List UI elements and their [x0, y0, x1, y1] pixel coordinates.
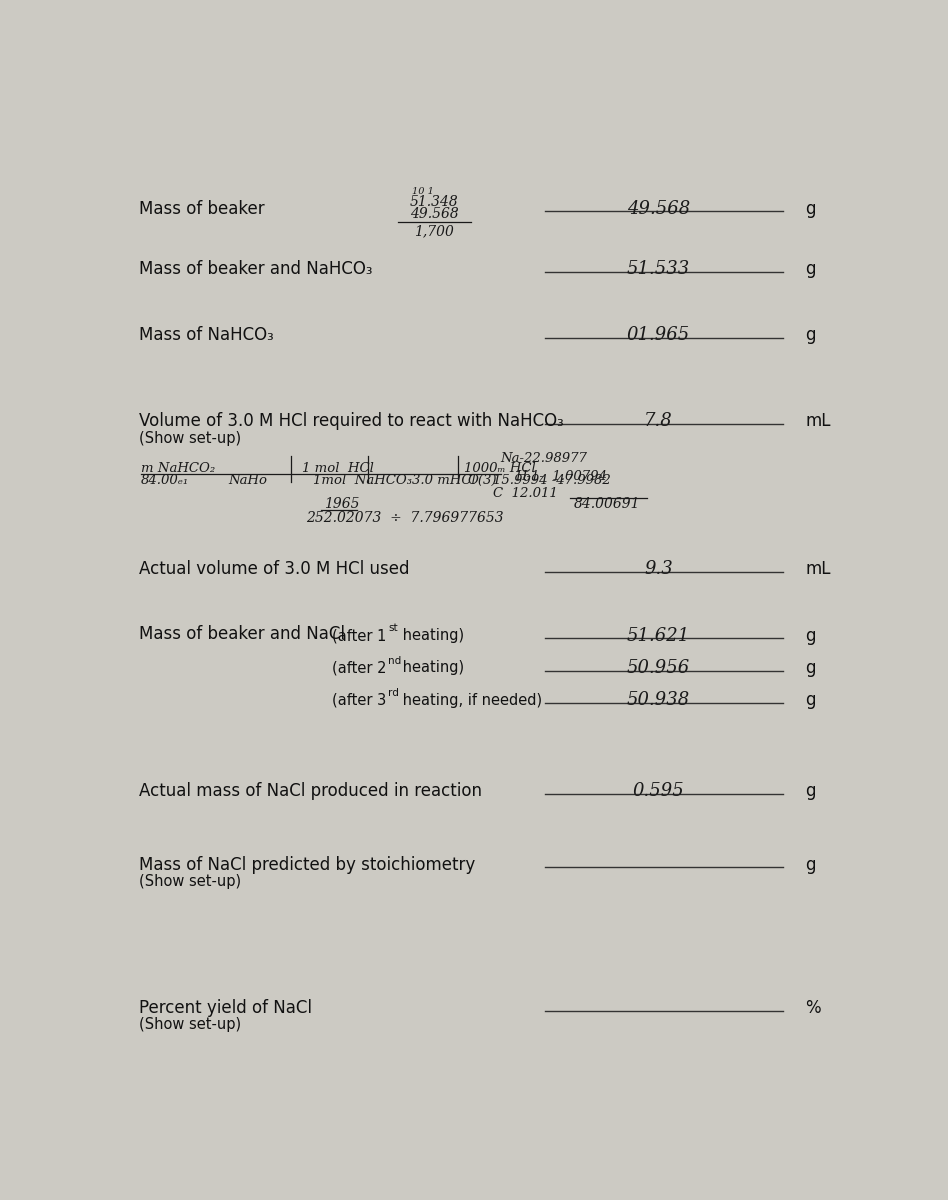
Text: (after 3: (after 3	[332, 692, 386, 708]
Text: g: g	[806, 691, 816, 709]
Text: Mass of beaker: Mass of beaker	[139, 199, 264, 217]
Text: mL: mL	[806, 560, 831, 578]
Text: 51.348: 51.348	[410, 196, 459, 209]
Text: 1 mol  HCl: 1 mol HCl	[302, 462, 374, 475]
Text: (Show set-up): (Show set-up)	[139, 431, 241, 446]
Text: 51.621: 51.621	[627, 626, 690, 644]
Text: 3.0 mHCl: 3.0 mHCl	[412, 474, 476, 487]
Text: Actual mass of NaCl produced in reaction: Actual mass of NaCl produced in reaction	[139, 782, 483, 800]
Text: 49.568: 49.568	[410, 208, 459, 221]
Text: g: g	[806, 856, 816, 874]
Text: Na-22.98977: Na-22.98977	[501, 451, 588, 464]
Text: C  12.011: C 12.011	[493, 487, 558, 499]
Text: O(3): O(3)	[467, 474, 497, 487]
Text: 84.00691: 84.00691	[574, 497, 641, 511]
Text: 15.9994 -47.9982: 15.9994 -47.9982	[493, 474, 611, 487]
Text: m NaHCO₂: m NaHCO₂	[140, 462, 215, 475]
Text: g: g	[806, 626, 816, 644]
Text: 49.568: 49.568	[627, 199, 690, 217]
Text: 1mol  NaHCO₃: 1mol NaHCO₃	[313, 474, 412, 487]
Text: st: st	[388, 623, 398, 634]
Text: heating, if needed): heating, if needed)	[398, 692, 542, 708]
Text: Volume of 3.0 M HCl required to react with NaHCO₃: Volume of 3.0 M HCl required to react wi…	[139, 413, 564, 431]
Text: 252.02073  ÷  7.796977653: 252.02073 ÷ 7.796977653	[306, 511, 503, 526]
Text: 9.3: 9.3	[644, 560, 673, 578]
Text: Percent yield of NaCl: Percent yield of NaCl	[139, 998, 312, 1016]
Text: (after 1: (after 1	[332, 628, 386, 643]
Text: 1,700: 1,700	[414, 224, 454, 238]
Text: 1965: 1965	[324, 497, 359, 511]
Text: Mass of beaker and NaCl: Mass of beaker and NaCl	[139, 625, 345, 643]
Text: 50.956: 50.956	[627, 659, 690, 677]
Text: (Show set-up): (Show set-up)	[139, 874, 241, 889]
Text: (after 2: (after 2	[332, 660, 386, 676]
Text: g: g	[806, 259, 816, 277]
Text: 10 1: 10 1	[412, 187, 434, 196]
Text: g: g	[806, 199, 816, 217]
Text: Actual volume of 3.0 M HCl used: Actual volume of 3.0 M HCl used	[139, 560, 410, 578]
Text: H-1-  1.00794: H-1- 1.00794	[516, 470, 607, 484]
Text: g: g	[806, 659, 816, 677]
Text: %: %	[806, 998, 821, 1016]
Text: Mass of NaCl predicted by stoichiometry: Mass of NaCl predicted by stoichiometry	[139, 856, 475, 874]
Text: 01.965: 01.965	[627, 326, 690, 344]
Text: 1000ₘ HCl: 1000ₘ HCl	[464, 462, 536, 475]
Text: Mass of NaHCO₃: Mass of NaHCO₃	[139, 326, 274, 344]
Text: NaHo: NaHo	[228, 474, 267, 487]
Text: Mass of beaker and NaHCO₃: Mass of beaker and NaHCO₃	[139, 259, 373, 277]
Text: mL: mL	[806, 413, 831, 431]
Text: (Show set-up): (Show set-up)	[139, 1018, 241, 1032]
Text: heating): heating)	[398, 660, 464, 676]
Text: 0.595: 0.595	[632, 782, 684, 800]
Text: nd: nd	[388, 655, 401, 666]
Text: g: g	[806, 326, 816, 344]
Text: rd: rd	[388, 688, 399, 698]
Text: g: g	[806, 782, 816, 800]
Text: 84.00ₑ₁: 84.00ₑ₁	[140, 474, 189, 487]
Text: 7.8: 7.8	[644, 413, 673, 431]
Text: 50.938: 50.938	[627, 691, 690, 709]
Text: heating): heating)	[398, 628, 464, 643]
Text: 51.533: 51.533	[627, 259, 690, 277]
